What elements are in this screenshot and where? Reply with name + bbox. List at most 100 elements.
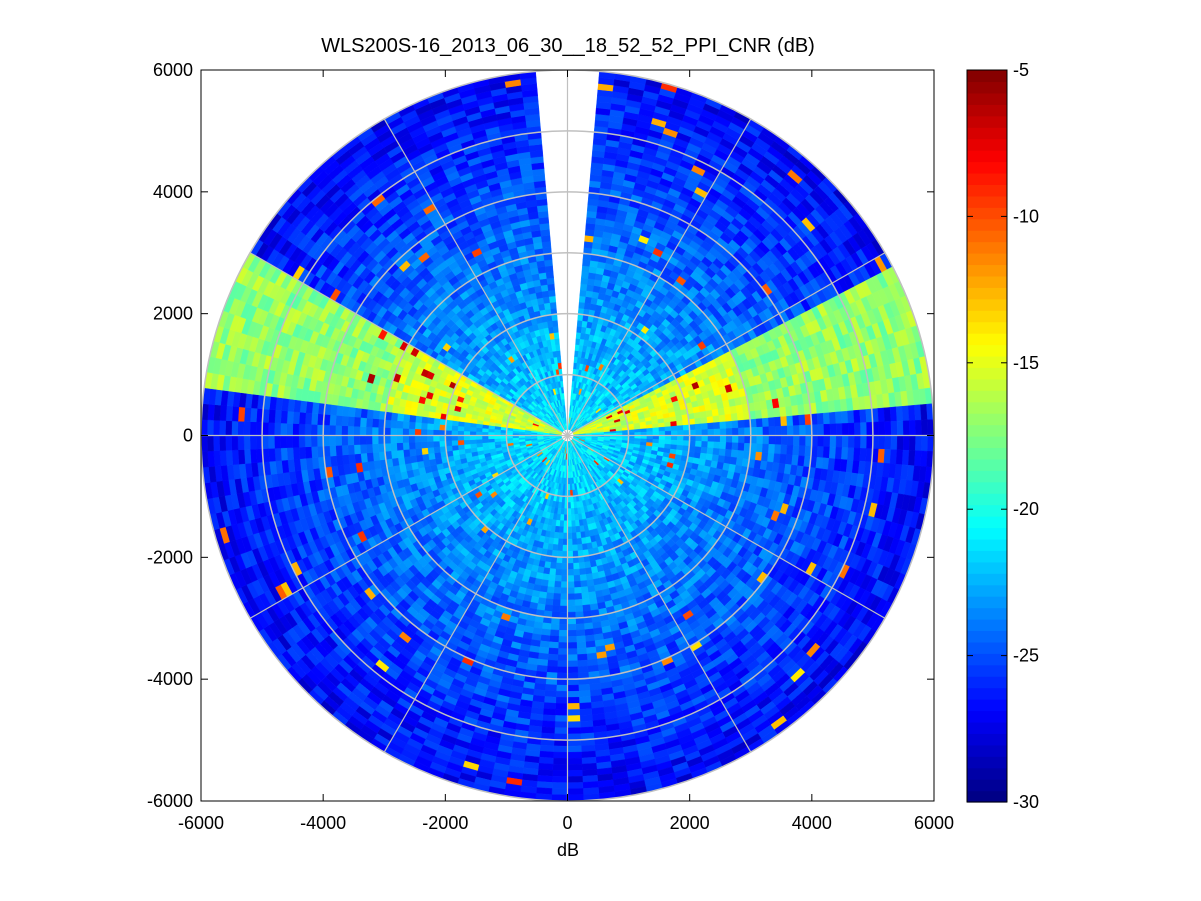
ppi-cell (677, 430, 684, 436)
ppi-cell (896, 420, 904, 436)
ppi-cell (581, 750, 596, 759)
ppi-cell (561, 563, 568, 570)
ppi-cell (539, 750, 554, 759)
ppi-cell (580, 277, 589, 285)
ppi-cell (541, 622, 552, 630)
ppi-cell (793, 425, 800, 436)
ppi-cell (732, 427, 739, 436)
ppi-cell (828, 446, 837, 460)
ppi-cell (646, 427, 654, 433)
ppi-cell (866, 435, 874, 450)
ppi-cell (664, 430, 672, 436)
ppi-cell (713, 421, 721, 430)
ppi-cell (670, 435, 678, 441)
ppi-cell (677, 435, 684, 441)
ppi-cell (582, 259, 591, 267)
ppi-cell (549, 635, 559, 643)
ppi-cell (567, 550, 574, 558)
ppi-cell (551, 788, 568, 796)
ppi-cell (756, 435, 764, 445)
ppi-cell (544, 684, 557, 692)
ppi-cell (693, 411, 701, 420)
ppi-cell (737, 442, 745, 452)
ppi-cell (859, 448, 867, 462)
ppi-cell (774, 435, 782, 446)
ppi-cell (558, 532, 564, 540)
ppi-cell (866, 421, 874, 436)
ppi-cell (829, 423, 837, 436)
ppi-cell (793, 435, 800, 446)
ppi-cell (577, 665, 589, 674)
ppi-cell (750, 427, 758, 436)
ppi-cell (664, 426, 672, 432)
ppi-cell (835, 423, 843, 436)
ppi-cell (718, 414, 726, 423)
ppi-cell (536, 775, 553, 783)
ppi-cell (786, 425, 794, 436)
ppi-cell (560, 593, 568, 601)
ppi-cell (890, 420, 898, 436)
ppi-cell (834, 411, 843, 425)
ppi-cell (896, 435, 904, 451)
ppi-cell (555, 690, 568, 698)
ppi-cell (761, 409, 769, 419)
ppi-cell (725, 420, 733, 429)
ppi-cell (895, 449, 904, 465)
ppi-cell (567, 556, 574, 564)
ppi-cell (570, 514, 576, 521)
ppi-cell (537, 762, 554, 771)
ppi-cell (730, 412, 739, 422)
ppi-cell (731, 420, 739, 429)
ppi-cell (890, 435, 898, 451)
ppi-cell (537, 652, 549, 661)
ppi-cell (908, 450, 916, 467)
ppi-cell (719, 421, 727, 430)
ppi-cell (774, 416, 782, 427)
ppi-cell (902, 435, 910, 451)
ppi-cell (587, 585, 596, 593)
ppi-cell (780, 425, 788, 436)
ppi-cell (755, 443, 764, 453)
ppi-cell (786, 415, 794, 427)
ppi-cell (562, 532, 568, 540)
ppi-cell (569, 495, 574, 503)
ppi-cell (701, 423, 709, 430)
ppi-cell (567, 563, 574, 570)
ppi-cell (921, 419, 929, 436)
ppi-cell (571, 526, 577, 534)
ppi-cells (201, 71, 934, 801)
ppi-cell (712, 415, 720, 424)
ppi-cell (860, 435, 868, 449)
ppi-cell (567, 666, 579, 674)
ppi-cell (695, 429, 703, 436)
ppi-cell (701, 435, 709, 442)
ppi-cell (572, 562, 580, 570)
ppi-cell (756, 426, 764, 436)
ppi-cell (576, 537, 583, 545)
ppi-cell (707, 441, 715, 449)
ppi-cell (552, 593, 561, 601)
ppi-cell (554, 721, 568, 729)
ppi-cell (725, 442, 733, 451)
ppi-cell (573, 574, 581, 582)
ppi-cell (548, 568, 557, 576)
ppi-cell (658, 426, 666, 432)
ppi-cell (711, 408, 720, 417)
ppi-cell (699, 410, 708, 419)
ppi-cell (738, 427, 745, 436)
ppi-cell (707, 428, 715, 436)
ppi-cell (567, 721, 581, 729)
ppi-cell (908, 404, 916, 421)
ppi-cell (549, 629, 560, 637)
ppi-cell (567, 715, 581, 723)
ppi-cell (570, 508, 575, 515)
ppi-cell (544, 598, 554, 606)
ppi-cell (577, 659, 588, 668)
ppi-cell (713, 441, 721, 450)
ppi-cell (585, 640, 596, 649)
ppi-cell (547, 653, 559, 661)
ppi-cell (567, 672, 579, 680)
ppi-cell (841, 410, 849, 424)
ppi-cell (670, 430, 678, 436)
ppi-cell (584, 567, 593, 575)
